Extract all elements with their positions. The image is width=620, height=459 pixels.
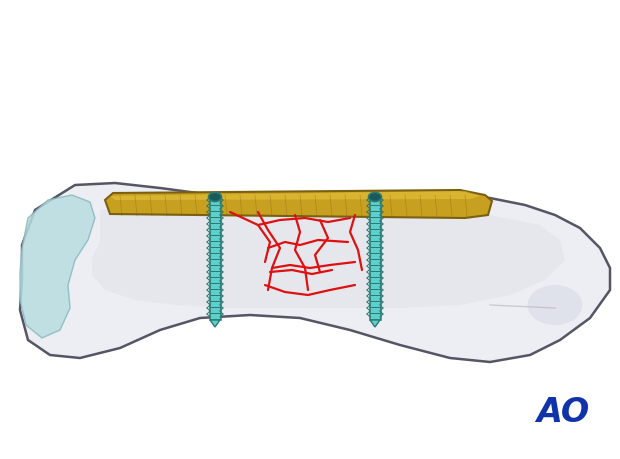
Ellipse shape [368,192,381,202]
Polygon shape [20,195,95,338]
Polygon shape [370,320,380,327]
Ellipse shape [528,285,583,325]
Polygon shape [20,183,610,362]
Text: AO: AO [536,396,589,429]
Polygon shape [92,205,565,308]
Bar [370,196,381,320]
Polygon shape [110,191,480,200]
Polygon shape [105,190,492,218]
Bar [210,196,221,320]
Polygon shape [210,320,220,327]
Ellipse shape [208,192,221,202]
